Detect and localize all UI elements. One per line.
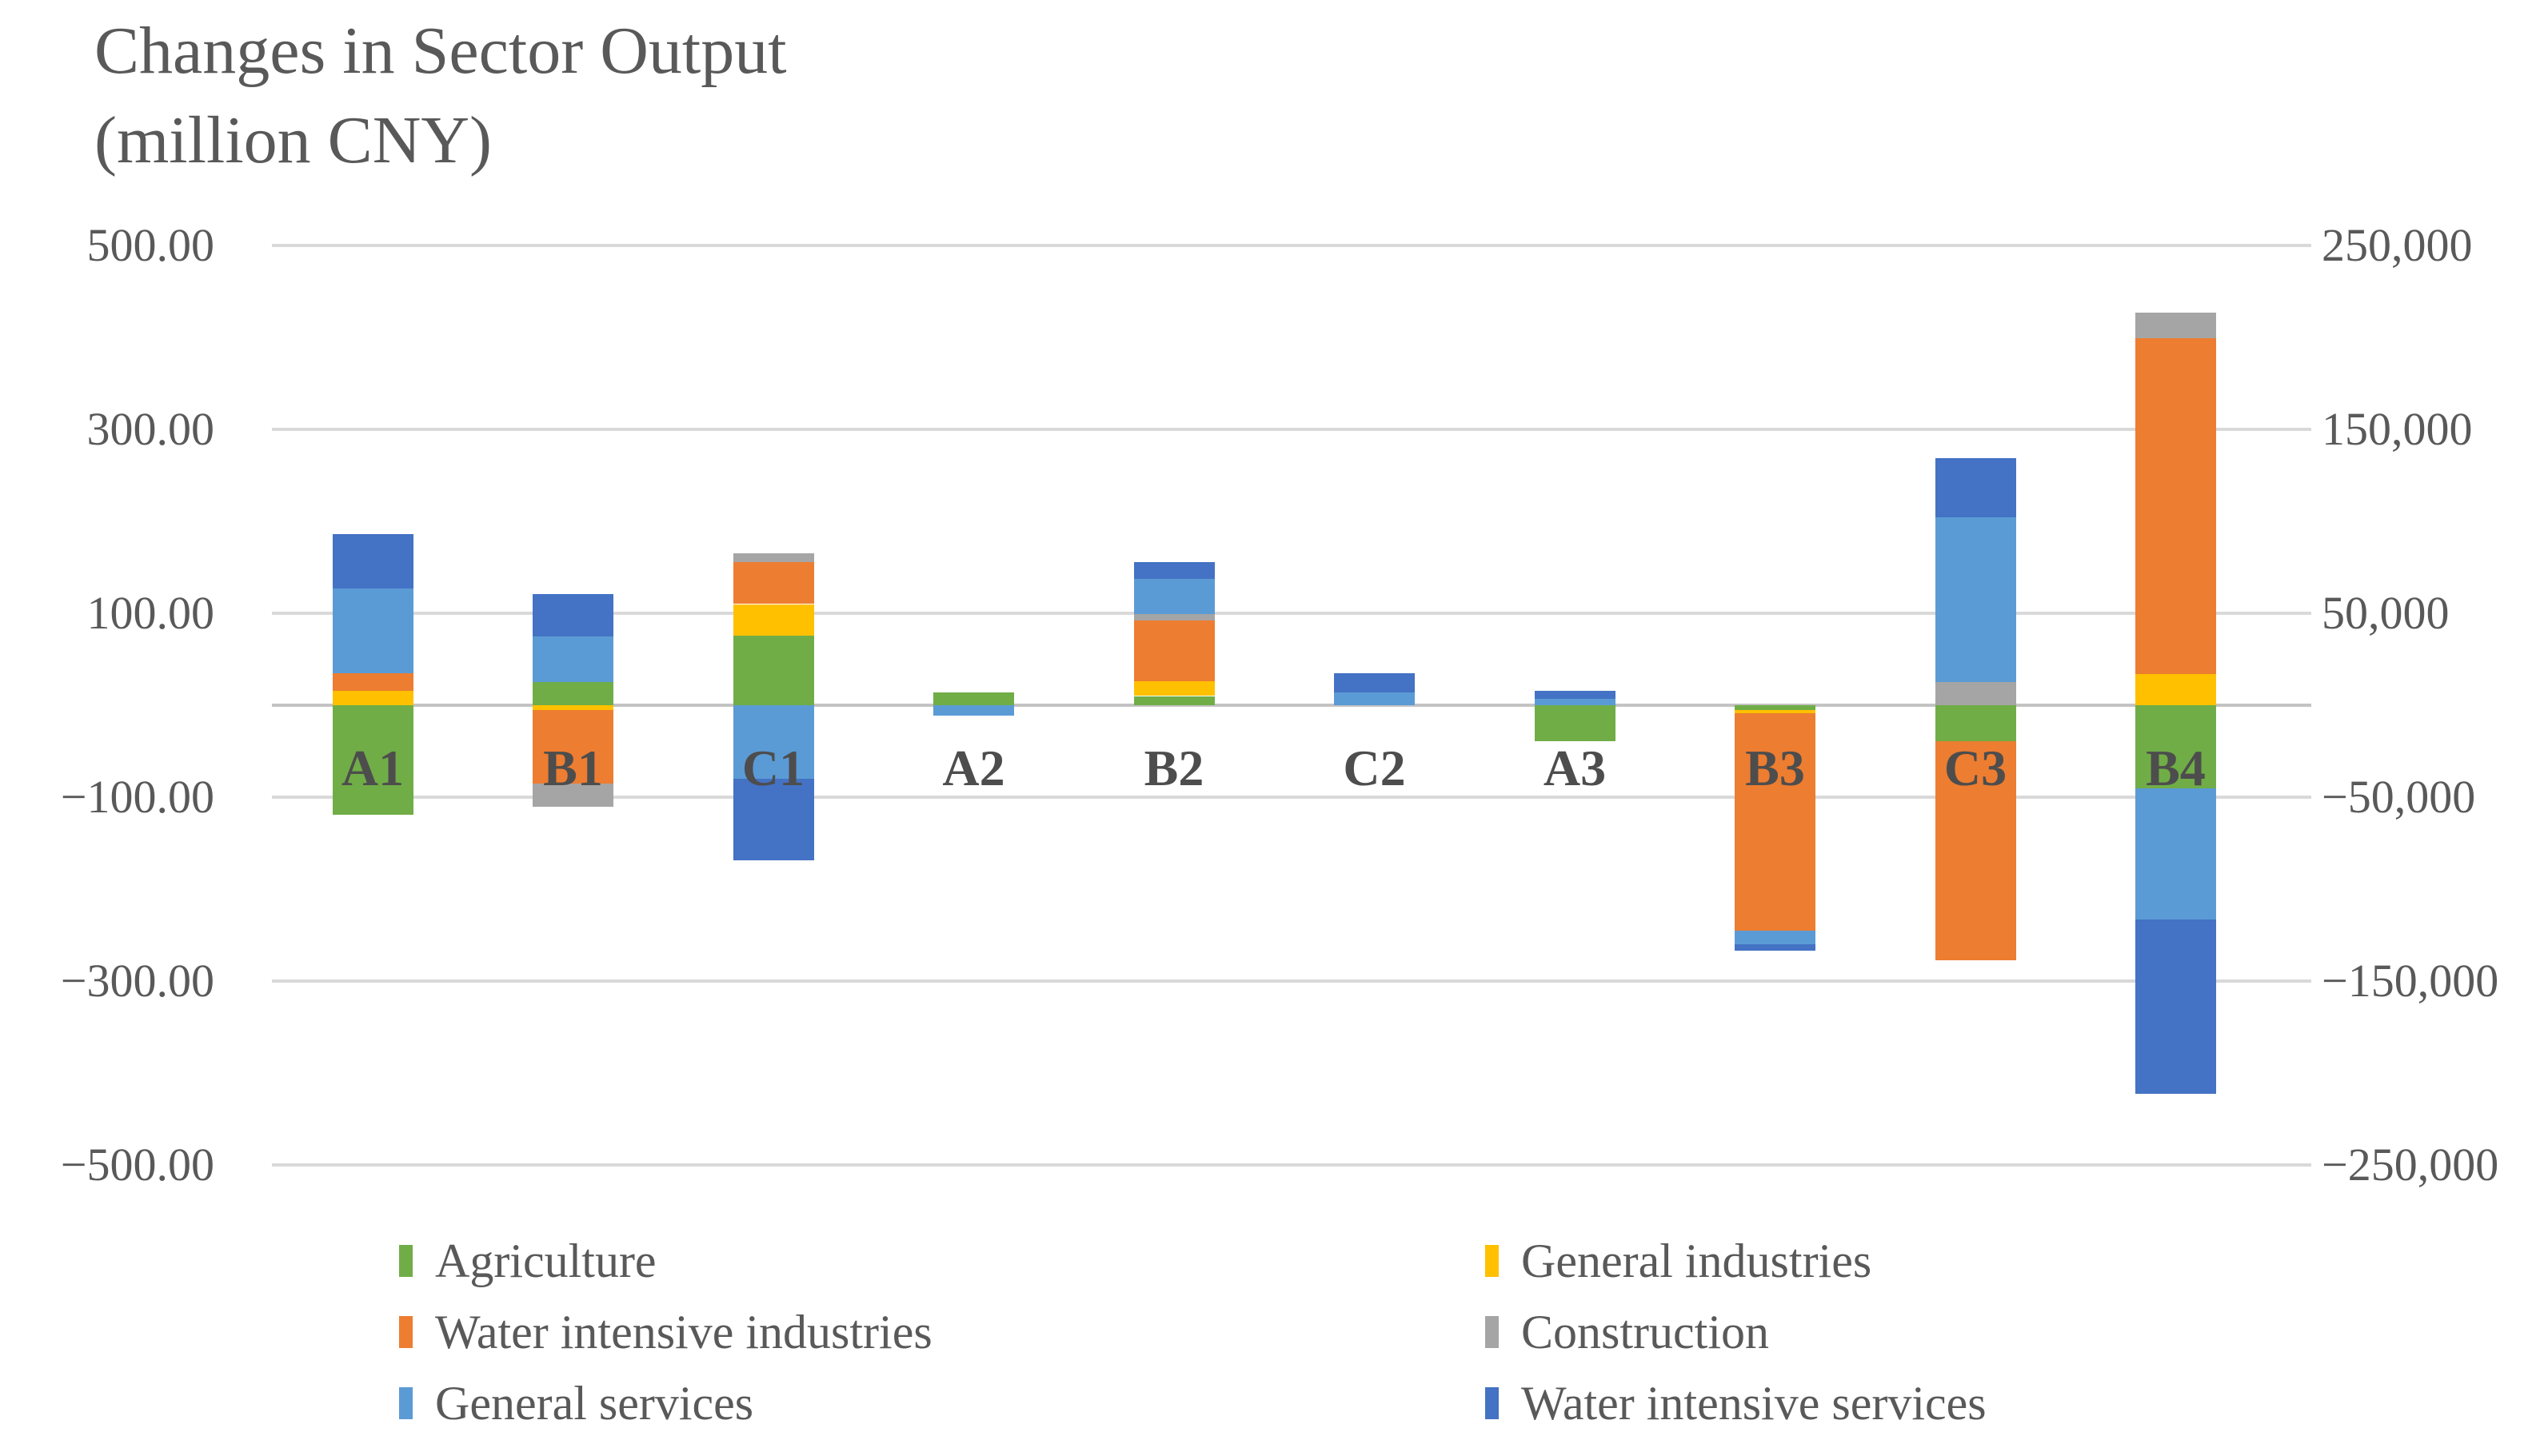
legend-item-water-intensive-services: Water intensive services: [1485, 1374, 1987, 1433]
legend-swatch-water-intensive-services: [1485, 1387, 1499, 1419]
legend-swatch-general-services: [399, 1387, 413, 1419]
right-axis-tick-label: −150,000: [2322, 955, 2499, 1007]
bar-segment-B1-construction: [533, 783, 613, 807]
chart-title: Changes in Sector Output (million CNY): [94, 6, 787, 185]
bar-segment-A1-general-industries: [332, 690, 413, 705]
category-label-A1: A1: [341, 740, 405, 796]
left-axis-tick-label: −300.00: [60, 955, 214, 1007]
zero-axis-line: [272, 704, 2311, 707]
bar-segment-B4-general-services: [2135, 788, 2216, 919]
category-label-A3: A3: [1543, 740, 1607, 796]
bar-segment-B1-water-intensive-services: [533, 593, 613, 636]
category-label-B3: B3: [1745, 740, 1805, 796]
bar-segment-C1-general-services: [733, 705, 814, 779]
bar-segment-A3-agriculture: [1534, 705, 1615, 741]
legend-label: General services: [435, 1376, 754, 1430]
left-axis-tick-label: −500.00: [60, 1139, 214, 1191]
bar-segment-B1-agriculture: [533, 682, 613, 705]
bar-segment-B4-general-industries: [2135, 673, 2216, 705]
category-label-A2: A2: [942, 740, 1005, 796]
legend-item-water-intensive-industries: Water intensive industries: [399, 1302, 933, 1362]
legend-label: Water intensive industries: [435, 1305, 933, 1358]
legend-item-general-services: General services: [399, 1374, 753, 1433]
left-axis-tick-label: 300.00: [86, 403, 215, 455]
bar-segment-B3-water-intensive-services: [1735, 944, 1815, 951]
legend-swatch-water-intensive-industries: [399, 1316, 413, 1348]
right-axis-tick-label: −50,000: [2322, 771, 2476, 823]
category-label-B2: B2: [1144, 740, 1204, 796]
bar-segment-C3-general-services: [1935, 517, 2016, 683]
legend-label: Construction: [1521, 1305, 1769, 1358]
bar-segment-A2-agriculture: [933, 692, 1014, 705]
legend-item-construction: Construction: [1485, 1302, 1769, 1362]
bar-segment-C3-water-intensive-industries: [1935, 740, 2016, 960]
bar-segment-A2-general-services: [933, 705, 1014, 716]
bar-segment-C1-construction: [733, 553, 814, 562]
left-axis-tick-label: 500.00: [86, 219, 215, 271]
bar-segment-B2-general-services: [1133, 579, 1215, 615]
chart-title-line1: Changes in Sector Output: [94, 14, 787, 88]
category-label-B1: B1: [543, 740, 603, 796]
legend-swatch-general-industries: [1485, 1245, 1499, 1277]
bar-segment-B1-water-intensive-industries: [533, 709, 613, 784]
bar-segment-C1-agriculture: [733, 635, 814, 705]
gridline: [272, 979, 2311, 983]
bar-segment-A1-water-intensive-services: [332, 534, 413, 588]
category-label-B4: B4: [2146, 740, 2206, 796]
chart-title-line2: (million CNY): [94, 103, 492, 178]
legend-label: Agriculture: [435, 1234, 657, 1287]
legend-label: Water intensive services: [1521, 1376, 1987, 1430]
legend-swatch-agriculture: [399, 1245, 413, 1277]
bar-segment-C2-general-services: [1334, 692, 1415, 705]
bar-segment-B4-agriculture: [2135, 705, 2216, 788]
bar-segment-C3-water-intensive-services: [1935, 457, 2016, 518]
bar-segment-C2-water-intensive-services: [1334, 672, 1415, 692]
legend-swatch-construction: [1485, 1316, 1499, 1348]
gridline: [272, 244, 2311, 247]
bar-segment-B3-general-services: [1735, 930, 1815, 944]
bar-segment-B1-general-industries: [533, 705, 613, 710]
category-label-C3: C3: [1943, 740, 2007, 796]
gridline: [272, 612, 2311, 615]
legend-item-general-industries: General industries: [1485, 1231, 1871, 1290]
right-axis-tick-label: 50,000: [2322, 587, 2450, 639]
bar-segment-B3-water-intensive-industries: [1735, 713, 1815, 931]
gridline: [272, 1163, 2311, 1167]
bar-segment-B2-construction: [1133, 614, 1215, 621]
bar-segment-B1-general-services: [533, 636, 613, 683]
right-axis-tick-label: −250,000: [2322, 1139, 2499, 1191]
bar-segment-C3-agriculture: [1935, 705, 2016, 741]
bar-segment-B4-water-intensive-services: [2135, 919, 2216, 1095]
bar-segment-B3-general-industries: [1735, 709, 1815, 714]
bar-segment-A3-water-intensive-services: [1534, 690, 1615, 699]
legend-item-agriculture: Agriculture: [399, 1231, 657, 1290]
bar-segment-B4-construction: [2135, 312, 2216, 339]
legend-label: General industries: [1521, 1234, 1872, 1287]
right-axis-tick-label: 250,000: [2322, 219, 2473, 271]
bar-segment-B4-water-intensive-industries: [2135, 338, 2216, 674]
bar-segment-C1-general-industries: [733, 604, 814, 636]
bar-segment-B2-agriculture: [1133, 696, 1215, 705]
category-label-C2: C2: [1343, 740, 1406, 796]
left-axis-tick-label: −100.00: [60, 771, 214, 823]
bar-segment-A1-general-services: [332, 588, 413, 673]
category-label-C1: C1: [741, 740, 805, 796]
gridline: [272, 428, 2311, 431]
bar-segment-B3-agriculture: [1735, 705, 1815, 710]
bar-segment-B2-general-industries: [1133, 681, 1215, 696]
bar-segment-C3-construction: [1935, 682, 2016, 705]
gridline: [272, 796, 2311, 799]
bar-segment-B2-water-intensive-industries: [1133, 620, 1215, 682]
bar-segment-A3-general-services: [1534, 698, 1615, 705]
right-axis-tick-label: 150,000: [2322, 403, 2473, 455]
bar-segment-A1-agriculture: [332, 705, 413, 815]
bar-segment-B2-water-intensive-services: [1133, 561, 1215, 580]
bar-segment-A1-water-intensive-industries: [332, 672, 413, 691]
bar-segment-C1-water-intensive-industries: [733, 561, 814, 604]
left-axis-tick-label: 100.00: [86, 587, 215, 639]
bar-segment-C1-water-intensive-services: [733, 779, 814, 861]
